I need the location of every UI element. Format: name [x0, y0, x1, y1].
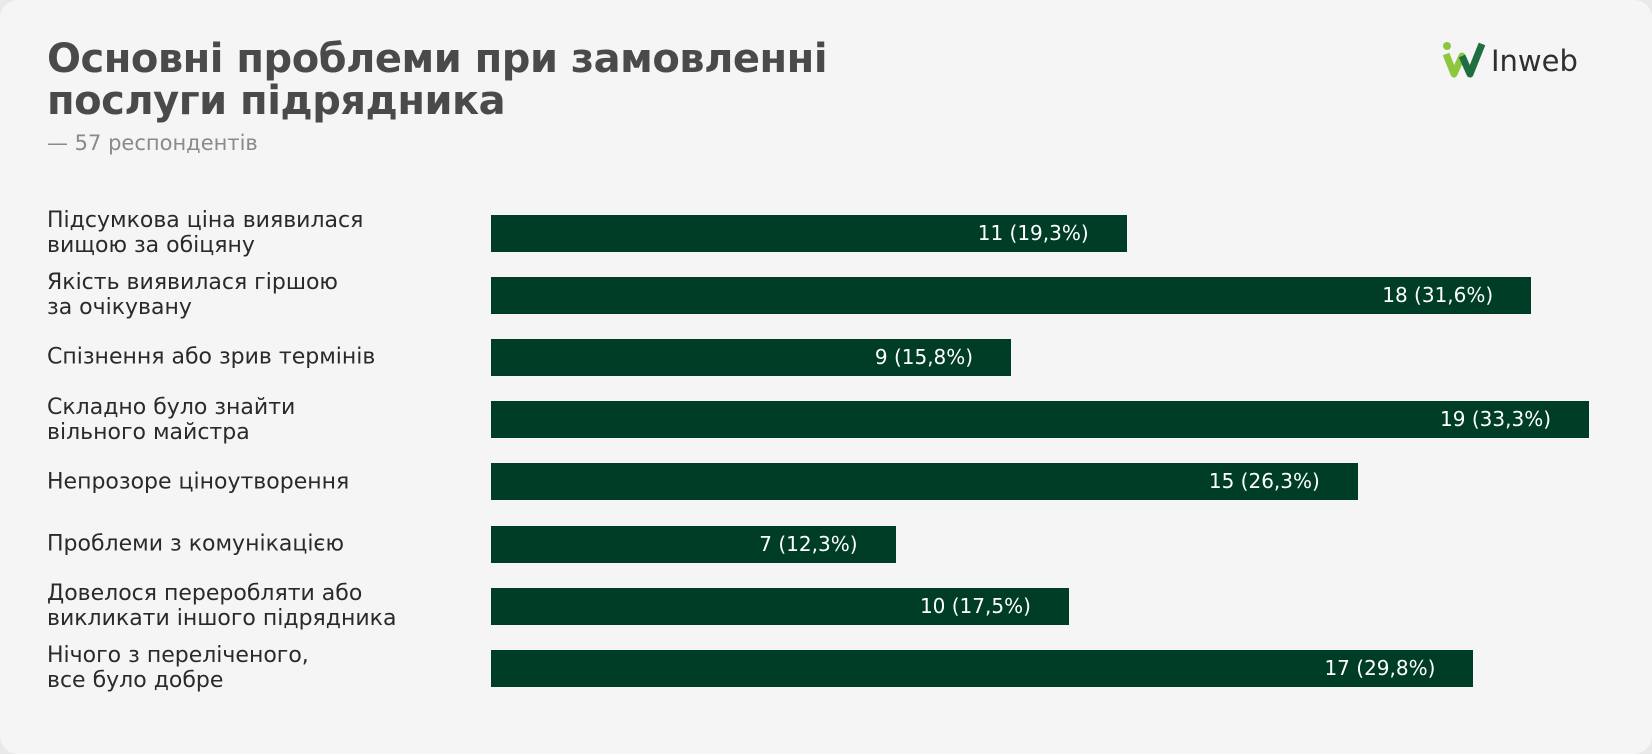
category-label: Довелося переробляти або викликати іншог… [47, 581, 397, 632]
value-label: 7 (12,3%) [759, 531, 858, 556]
value-label: 15 (26,3%) [1208, 469, 1320, 494]
value-label: 9 (15,8%) [874, 344, 974, 369]
bar [491, 463, 1358, 501]
value-label: 10 (17,5%) [919, 593, 1031, 618]
bar [491, 338, 1012, 376]
bar [491, 401, 1589, 439]
bar [491, 276, 1532, 314]
logo-text: Inweb [1491, 44, 1578, 78]
category-label: Нічого з переліченого, все було добре [47, 643, 309, 694]
value-label: 19 (33,3%) [1440, 407, 1551, 432]
category-label: Складно було знайти вільного майстра [47, 394, 296, 445]
bar [491, 649, 1474, 687]
value-label: 11 (19,3%) [977, 220, 1089, 245]
chart-title: Основні проблеми при замовленні послуги … [47, 36, 828, 124]
category-label: Спізнення або зрив термінів [47, 344, 376, 370]
bar [491, 587, 1069, 625]
logo-icon [1442, 42, 1486, 78]
category-label: Проблеми з комунікацією [47, 531, 345, 557]
chart-subtitle: — 57 респондентів [47, 131, 258, 155]
value-label: 18 (31,6%) [1382, 282, 1494, 307]
category-label: Якість виявилася гіршою за очікувану [47, 270, 338, 321]
category-label: Непрозоре ціноутворення [47, 469, 350, 495]
bar [491, 214, 1127, 252]
bar [491, 525, 896, 563]
category-label: Підсумкова ціна виявилася вищою за обіця… [47, 208, 364, 258]
value-label: 17 (29,8%) [1324, 655, 1436, 680]
